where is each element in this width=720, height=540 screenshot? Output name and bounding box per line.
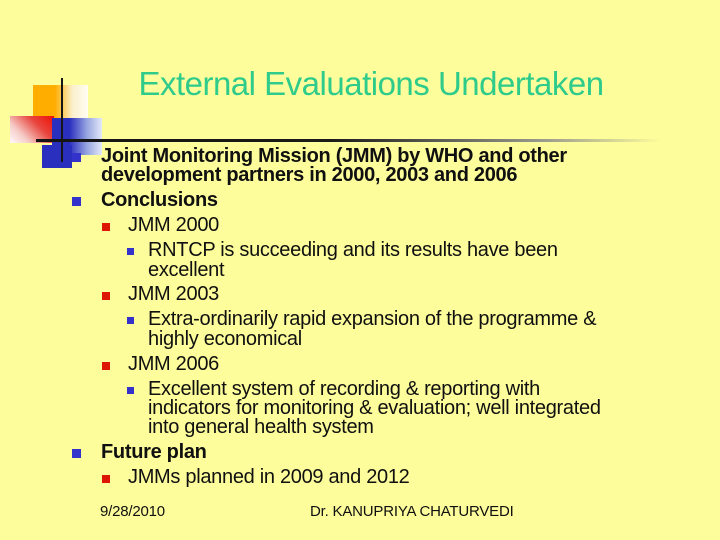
bullet-text: JMM 2003 — [128, 283, 219, 306]
bullet-square-icon — [127, 386, 134, 394]
bullet-square-icon — [72, 197, 81, 207]
slide-title: External Evaluations Undertaken — [138, 65, 604, 102]
decoration-vertical-line — [61, 78, 63, 162]
footer-date: 9/28/2010 — [100, 503, 165, 520]
decoration-blue-solid-square-icon — [42, 145, 72, 168]
bullet-text: Joint Monitoring Mission (JMM) by WHO an… — [101, 145, 567, 187]
bullet-text: JMM 2000 — [128, 214, 219, 237]
bullet-item-9: JMMs planned in 2009 and 2012 — [102, 466, 720, 489]
decoration-orange-square-icon — [33, 85, 88, 118]
decoration-red-square-icon — [10, 116, 54, 143]
bullet-text: JMMs planned in 2009 and 2012 — [128, 466, 410, 489]
bullet-item-8: Future plan — [72, 441, 720, 464]
bullet-square-icon — [102, 361, 110, 370]
bullet-text: Conclusions — [101, 189, 218, 212]
bullet-square-icon — [102, 223, 110, 232]
title-separator-line — [36, 139, 686, 142]
bullet-square-icon — [102, 475, 110, 484]
bullet-item-1: Conclusions — [72, 189, 720, 212]
bullet-item-7: Excellent system of recording & reportin… — [127, 377, 720, 439]
bullet-text: Future plan — [101, 441, 207, 464]
bullet-item-0: Joint Monitoring Mission (JMM) by WHO an… — [72, 145, 720, 187]
bullet-square-icon — [72, 449, 81, 459]
bullet-list: Joint Monitoring Mission (JMM) by WHO an… — [0, 141, 720, 493]
footer-author: Dr. KANUPRIYA CHATURVEDI — [310, 503, 514, 520]
bullet-item-2: JMM 2000 — [102, 214, 720, 237]
bullet-text: Excellent system of recording & reportin… — [148, 377, 601, 439]
bullet-text: Extra-ordinarily rapid expansion of the … — [148, 308, 597, 350]
bullet-text: JMM 2006 — [128, 352, 219, 375]
bullet-square-icon — [72, 153, 81, 162]
bullet-square-icon — [127, 248, 134, 256]
bullet-item-6: JMM 2006 — [102, 352, 720, 375]
bullet-item-3: RNTCP is succeeding and its results have… — [127, 239, 720, 281]
bullet-text: RNTCP is succeeding and its results have… — [148, 239, 558, 281]
bullet-item-5: Extra-ordinarily rapid expansion of the … — [127, 308, 720, 350]
bullet-square-icon — [102, 292, 110, 301]
bullet-square-icon — [127, 317, 134, 325]
bullet-item-4: JMM 2003 — [102, 283, 720, 306]
